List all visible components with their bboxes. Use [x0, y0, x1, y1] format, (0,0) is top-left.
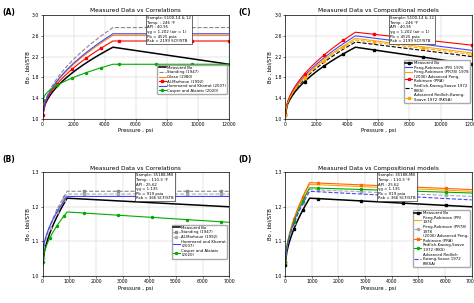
Text: Sample: 35188-MB
Temp. : 110.3 °F
API : 25.62
γg = 1.135
Pb = 919 psia
Rsb = 366: Sample: 35188-MB Temp. : 110.3 °F API : …: [136, 173, 173, 200]
Text: Sample: 35188-MB
Temp. : 110.3 °F
API : 25.62
γg = 1.135
Pb = 919 psia
Rsb = 366: Sample: 35188-MB Temp. : 110.3 °F API : …: [378, 173, 416, 200]
Legend: Measured Bo, Standing (1947), Glaso (1980), Al-Marhoun (1992), Hommand and Kharr: Measured Bo, Standing (1947), Glaso (198…: [157, 65, 227, 94]
Legend: Measured Bo, Peng-Robinson (PR)
1976, Peng-Robinson (PR78)
1978, (2006) Advanced: Measured Bo, Peng-Robinson (PR) 1976, Pe…: [413, 210, 470, 267]
Text: Sample: 5100-14 & 12
Temp. : 246 °F
API : 40.95
γg = 1.202 (air = 1)
Pb = 4525 p: Sample: 5100-14 & 12 Temp. : 246 °F API …: [147, 16, 191, 43]
X-axis label: Pressure , psi: Pressure , psi: [361, 286, 396, 291]
Text: (C): (C): [238, 8, 251, 17]
Text: Sample: 5100-14 & 12
Temp. : 246 °F
API : 40.95
γg = 1.202 (air = 1)
Pb = 4525 p: Sample: 5100-14 & 12 Temp. : 246 °F API …: [390, 16, 434, 43]
X-axis label: Pressure , psi: Pressure , psi: [118, 286, 154, 291]
Text: (A): (A): [2, 8, 15, 17]
Legend: Measured Bo, Standing (1947), Al-Marhoun (1992), Hommand and Kharrat
(2007), Cas: Measured Bo, Standing (1947), Al-Marhoun…: [172, 225, 227, 258]
Y-axis label: Bo , bbl/STB: Bo , bbl/STB: [25, 51, 30, 83]
Text: (B): (B): [2, 155, 15, 164]
X-axis label: Pressure , psi: Pressure , psi: [361, 128, 396, 133]
Title: Measured Data vs Correlations: Measured Data vs Correlations: [91, 8, 182, 13]
Text: (D): (D): [238, 155, 251, 164]
Title: Measured Data vs Compositional models: Measured Data vs Compositional models: [318, 165, 439, 171]
Y-axis label: Bo , bbl/STB: Bo , bbl/STB: [25, 208, 30, 240]
Y-axis label: Bo , bbl/STB: Bo , bbl/STB: [268, 208, 273, 240]
Y-axis label: Bo , bbl/STB: Bo , bbl/STB: [268, 51, 273, 83]
Title: Measured Data vs Correlations: Measured Data vs Correlations: [91, 165, 182, 171]
Legend: Measured Bo, Peng-Robinson (PR) 1976, Peng-Robinson (PR78) 1978, (2006) Advanced: Measured Bo, Peng-Robinson (PR) 1976, Pe…: [404, 60, 470, 103]
X-axis label: Pressure , psi: Pressure , psi: [118, 128, 154, 133]
Title: Measured Data vs Compositional models: Measured Data vs Compositional models: [318, 8, 439, 13]
